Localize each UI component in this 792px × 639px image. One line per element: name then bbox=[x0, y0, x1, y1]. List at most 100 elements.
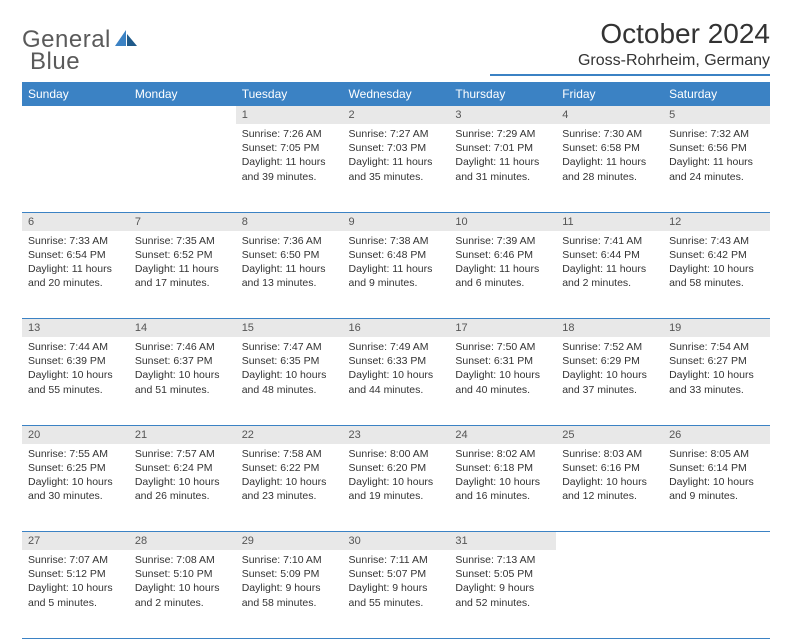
sunrise: Sunrise: 7:11 AM bbox=[349, 553, 444, 567]
sunrise: Sunrise: 7:49 AM bbox=[349, 340, 444, 354]
calendar-head: SundayMondayTuesdayWednesdayThursdayFrid… bbox=[22, 82, 770, 106]
day-number: 5 bbox=[663, 106, 770, 124]
day-details: Sunrise: 7:07 AMSunset: 5:12 PMDaylight:… bbox=[22, 550, 129, 614]
day-details: Sunrise: 7:11 AMSunset: 5:07 PMDaylight:… bbox=[343, 550, 450, 614]
sunrise: Sunrise: 7:44 AM bbox=[28, 340, 123, 354]
day-details: Sunrise: 7:58 AMSunset: 6:22 PMDaylight:… bbox=[236, 444, 343, 508]
sunrise: Sunrise: 7:30 AM bbox=[562, 127, 657, 141]
sunrise: Sunrise: 7:39 AM bbox=[455, 234, 550, 248]
day-number: 13 bbox=[22, 319, 129, 337]
daylight: Daylight: 11 hours and 9 minutes. bbox=[349, 262, 444, 290]
day-details: Sunrise: 7:39 AMSunset: 6:46 PMDaylight:… bbox=[449, 231, 556, 295]
sunset: Sunset: 6:52 PM bbox=[135, 248, 230, 262]
sunrise: Sunrise: 7:32 AM bbox=[669, 127, 764, 141]
day-number: 31 bbox=[449, 532, 556, 550]
day-header: Saturday bbox=[663, 82, 770, 106]
daylight: Daylight: 10 hours and 16 minutes. bbox=[455, 475, 550, 503]
sunset: Sunset: 6:33 PM bbox=[349, 354, 444, 368]
sunset: Sunset: 6:20 PM bbox=[349, 461, 444, 475]
day-cell: Sunrise: 8:00 AMSunset: 6:20 PMDaylight:… bbox=[343, 444, 450, 532]
day-number: 23 bbox=[343, 426, 450, 444]
daylight: Daylight: 9 hours and 52 minutes. bbox=[455, 581, 550, 609]
day-cell: Sunrise: 7:52 AMSunset: 6:29 PMDaylight:… bbox=[556, 337, 663, 425]
daylight: Daylight: 10 hours and 48 minutes. bbox=[242, 368, 337, 396]
sunrise: Sunrise: 7:07 AM bbox=[28, 553, 123, 567]
day-details: Sunrise: 7:27 AMSunset: 7:03 PMDaylight:… bbox=[343, 124, 450, 188]
day-details: Sunrise: 7:54 AMSunset: 6:27 PMDaylight:… bbox=[663, 337, 770, 401]
day-number: 9 bbox=[343, 213, 450, 231]
day-cell: Sunrise: 7:30 AMSunset: 6:58 PMDaylight:… bbox=[556, 124, 663, 212]
day-cell: Sunrise: 7:10 AMSunset: 5:09 PMDaylight:… bbox=[236, 550, 343, 638]
daylight: Daylight: 9 hours and 55 minutes. bbox=[349, 581, 444, 609]
day-number bbox=[663, 532, 770, 538]
day-cell: Sunrise: 7:27 AMSunset: 7:03 PMDaylight:… bbox=[343, 124, 450, 212]
day-details: Sunrise: 7:41 AMSunset: 6:44 PMDaylight:… bbox=[556, 231, 663, 295]
daylight: Daylight: 11 hours and 13 minutes. bbox=[242, 262, 337, 290]
day-cell: Sunrise: 7:47 AMSunset: 6:35 PMDaylight:… bbox=[236, 337, 343, 425]
day-cell: Sunrise: 7:46 AMSunset: 6:37 PMDaylight:… bbox=[129, 337, 236, 425]
daylight: Daylight: 10 hours and 19 minutes. bbox=[349, 475, 444, 503]
day-header: Sunday bbox=[22, 82, 129, 106]
day-number: 4 bbox=[556, 106, 663, 124]
sunrise: Sunrise: 7:50 AM bbox=[455, 340, 550, 354]
day-number: 16 bbox=[343, 319, 450, 337]
daylight: Daylight: 11 hours and 2 minutes. bbox=[562, 262, 657, 290]
sunset: Sunset: 6:42 PM bbox=[669, 248, 764, 262]
day-cell: Sunrise: 7:57 AMSunset: 6:24 PMDaylight:… bbox=[129, 444, 236, 532]
sunrise: Sunrise: 7:26 AM bbox=[242, 127, 337, 141]
day-cell: Sunrise: 7:26 AMSunset: 7:05 PMDaylight:… bbox=[236, 124, 343, 212]
sunrise: Sunrise: 7:38 AM bbox=[349, 234, 444, 248]
day-details: Sunrise: 8:03 AMSunset: 6:16 PMDaylight:… bbox=[556, 444, 663, 508]
day-cell: Sunrise: 7:07 AMSunset: 5:12 PMDaylight:… bbox=[22, 550, 129, 638]
day-cell: Sunrise: 7:08 AMSunset: 5:10 PMDaylight:… bbox=[129, 550, 236, 638]
day-details: Sunrise: 7:29 AMSunset: 7:01 PMDaylight:… bbox=[449, 124, 556, 188]
daylight: Daylight: 10 hours and 5 minutes. bbox=[28, 581, 123, 609]
week-body-row: Sunrise: 7:44 AMSunset: 6:39 PMDaylight:… bbox=[22, 337, 770, 425]
day-number bbox=[22, 106, 129, 112]
day-details: Sunrise: 8:00 AMSunset: 6:20 PMDaylight:… bbox=[343, 444, 450, 508]
daylight: Daylight: 10 hours and 23 minutes. bbox=[242, 475, 337, 503]
sunrise: Sunrise: 7:10 AM bbox=[242, 553, 337, 567]
day-details: Sunrise: 7:32 AMSunset: 6:56 PMDaylight:… bbox=[663, 124, 770, 188]
day-details: Sunrise: 7:13 AMSunset: 5:05 PMDaylight:… bbox=[449, 550, 556, 614]
day-cell: Sunrise: 7:33 AMSunset: 6:54 PMDaylight:… bbox=[22, 231, 129, 319]
day-cell bbox=[663, 550, 770, 638]
day-header: Friday bbox=[556, 82, 663, 106]
sunrise: Sunrise: 7:47 AM bbox=[242, 340, 337, 354]
daylight: Daylight: 10 hours and 40 minutes. bbox=[455, 368, 550, 396]
brand-word2: Blue bbox=[30, 48, 80, 75]
title-block: October 2024 Gross-Rohrheim, Germany bbox=[490, 18, 770, 76]
brand-word2-wrap: Blue bbox=[30, 48, 80, 76]
sunrise: Sunrise: 7:55 AM bbox=[28, 447, 123, 461]
daylight: Daylight: 11 hours and 39 minutes. bbox=[242, 155, 337, 183]
header: General October 2024 Gross-Rohrheim, Ger… bbox=[22, 18, 770, 76]
day-details: Sunrise: 7:33 AMSunset: 6:54 PMDaylight:… bbox=[22, 231, 129, 295]
day-details: Sunrise: 7:26 AMSunset: 7:05 PMDaylight:… bbox=[236, 124, 343, 188]
day-cell: Sunrise: 8:05 AMSunset: 6:14 PMDaylight:… bbox=[663, 444, 770, 532]
sunrise: Sunrise: 7:54 AM bbox=[669, 340, 764, 354]
day-cell bbox=[556, 550, 663, 638]
daylight: Daylight: 10 hours and 55 minutes. bbox=[28, 368, 123, 396]
day-cell: Sunrise: 7:11 AMSunset: 5:07 PMDaylight:… bbox=[343, 550, 450, 638]
day-details: Sunrise: 7:35 AMSunset: 6:52 PMDaylight:… bbox=[129, 231, 236, 295]
day-cell: Sunrise: 8:03 AMSunset: 6:16 PMDaylight:… bbox=[556, 444, 663, 532]
sunset: Sunset: 5:05 PM bbox=[455, 567, 550, 581]
sunset: Sunset: 6:54 PM bbox=[28, 248, 123, 262]
sunset: Sunset: 6:35 PM bbox=[242, 354, 337, 368]
day-details: Sunrise: 7:10 AMSunset: 5:09 PMDaylight:… bbox=[236, 550, 343, 614]
daylight: Daylight: 10 hours and 26 minutes. bbox=[135, 475, 230, 503]
week-body-row: Sunrise: 7:55 AMSunset: 6:25 PMDaylight:… bbox=[22, 444, 770, 532]
day-details: Sunrise: 7:38 AMSunset: 6:48 PMDaylight:… bbox=[343, 231, 450, 295]
week-body-row: Sunrise: 7:26 AMSunset: 7:05 PMDaylight:… bbox=[22, 124, 770, 212]
day-details: Sunrise: 7:49 AMSunset: 6:33 PMDaylight:… bbox=[343, 337, 450, 401]
day-cell: Sunrise: 7:32 AMSunset: 6:56 PMDaylight:… bbox=[663, 124, 770, 212]
week-daynum-row: 6789101112 bbox=[22, 212, 770, 231]
sunset: Sunset: 6:44 PM bbox=[562, 248, 657, 262]
day-number: 21 bbox=[129, 426, 236, 444]
week-daynum-row: 12345 bbox=[22, 106, 770, 124]
daylight: Daylight: 10 hours and 37 minutes. bbox=[562, 368, 657, 396]
sunset: Sunset: 6:31 PM bbox=[455, 354, 550, 368]
daylight: Daylight: 11 hours and 28 minutes. bbox=[562, 155, 657, 183]
sunset: Sunset: 6:46 PM bbox=[455, 248, 550, 262]
sunrise: Sunrise: 7:33 AM bbox=[28, 234, 123, 248]
